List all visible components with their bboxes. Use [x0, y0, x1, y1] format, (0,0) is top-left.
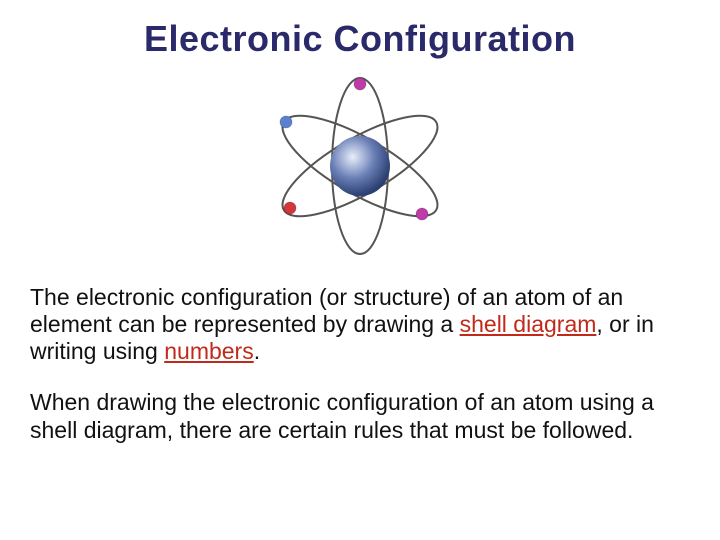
page-title: Electronic Configuration	[0, 0, 720, 60]
paragraph-2: When drawing the electronic configuratio…	[0, 389, 720, 443]
para1-shell-diagram: shell diagram	[460, 311, 597, 337]
atom-icon	[250, 66, 470, 266]
atom-figure	[0, 66, 720, 266]
para1-e: .	[254, 338, 260, 364]
para1-numbers: numbers	[164, 338, 253, 364]
paragraph-1: The electronic configuration (or structu…	[0, 284, 720, 365]
